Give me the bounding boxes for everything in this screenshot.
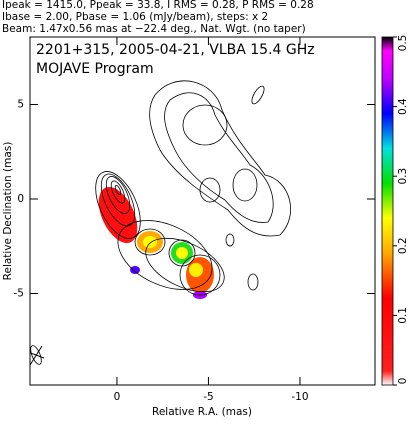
y-tick-label: 0	[17, 193, 24, 205]
x-axis-label: Relative R.A. (mas)	[152, 406, 252, 418]
colorbar-tick-label: 0.2	[397, 237, 409, 254]
plot-frame	[29, 36, 376, 386]
colorbar-tick-label: 0.3	[397, 168, 409, 185]
plot-title: 2201+315, 2005-04-21, VLBA 15.4 GHz	[36, 42, 315, 58]
y-axis-label: Relative Declination (mas)	[2, 142, 14, 281]
image	[30, 80, 291, 366]
x-tick-label: -5	[203, 391, 213, 403]
header-line: Ipeak = 1415.0, Ppeak = 33.8, I RMS = 0.…	[2, 0, 314, 11]
colorbar-tick-label: 0.5	[397, 35, 409, 52]
colorbar-tick-label: 0	[397, 378, 409, 385]
x-tick-label: -10	[291, 391, 308, 403]
y-tick-label: -5	[14, 288, 24, 300]
colorbar	[381, 36, 394, 386]
y-tick-label: 5	[17, 98, 24, 110]
header-line: Ibase = 2.00, Pbase = 1.06 (mJy/beam), s…	[2, 11, 268, 23]
header-line: Beam: 1.47x0.56 mas at −22.4 deg., Nat. …	[2, 23, 306, 35]
colorbar-tick-label: 0.4	[397, 98, 409, 115]
x-tick-label: 0	[114, 391, 121, 403]
colorbar-tick-label: 0.1	[397, 307, 409, 324]
plot-subtitle: MOJAVE Program	[36, 61, 154, 77]
